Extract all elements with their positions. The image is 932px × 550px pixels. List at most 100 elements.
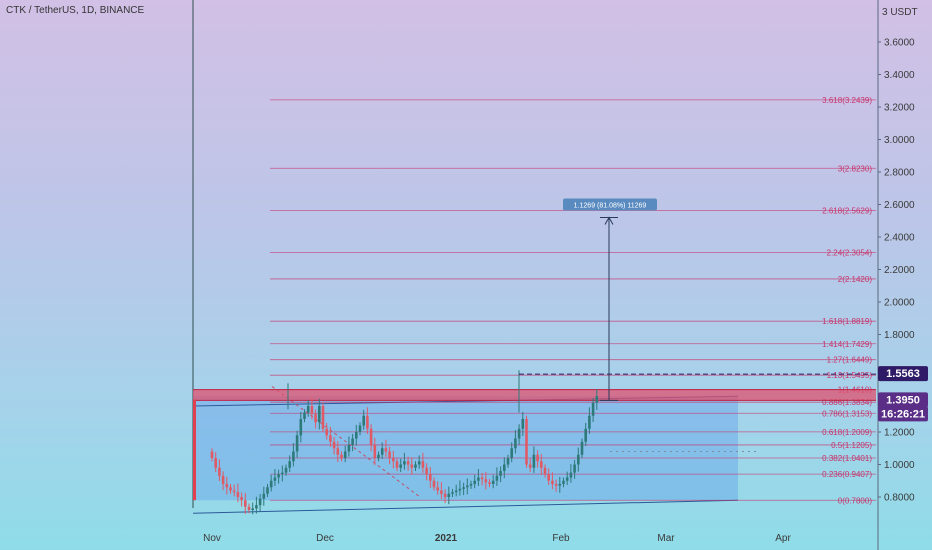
candle-body bbox=[469, 484, 473, 486]
candles-layer bbox=[210, 370, 599, 515]
candle-body bbox=[506, 458, 510, 465]
time-axis-label: Dec bbox=[316, 533, 334, 544]
candle-body bbox=[229, 487, 232, 491]
price-badge bbox=[878, 366, 928, 382]
price-tick-label: 0.8000 bbox=[884, 493, 915, 504]
candle-body bbox=[273, 477, 277, 481]
price-badge bbox=[878, 392, 928, 408]
candle-body bbox=[244, 500, 247, 507]
candle-body bbox=[340, 454, 343, 458]
fib-level-label: 3(2.8230) bbox=[838, 164, 873, 173]
time-axis-label: Nov bbox=[203, 533, 221, 544]
resistance-zone-layer bbox=[193, 389, 876, 501]
candle-body bbox=[591, 402, 595, 416]
candle-body bbox=[362, 415, 365, 426]
fib-level-label: 2.618(2.5629) bbox=[822, 207, 872, 216]
candle-body bbox=[214, 458, 217, 468]
candle-body bbox=[329, 435, 332, 442]
candle-body bbox=[281, 472, 284, 475]
candle-body bbox=[532, 454, 536, 468]
candle-body bbox=[540, 461, 543, 468]
fib-level-label: 0(0.7800) bbox=[838, 496, 873, 505]
candle-body bbox=[484, 479, 488, 483]
candle-body bbox=[395, 461, 399, 468]
candle-body bbox=[288, 461, 291, 468]
candle-body bbox=[351, 438, 354, 445]
fib-level-label: 2.24(2.3054) bbox=[827, 248, 873, 257]
measure-arrowhead bbox=[604, 216, 614, 225]
fib-level-label: 2(2.1420) bbox=[838, 275, 873, 284]
axis-layer: 3 USDT 3.6000 3.4000 3.2000 3.0000 2.8000 2.60… bbox=[203, 7, 917, 544]
candle-body bbox=[440, 490, 443, 494]
candle-body bbox=[358, 425, 362, 432]
candle-body bbox=[503, 464, 506, 471]
candle-body bbox=[318, 406, 321, 423]
candle-body bbox=[325, 428, 328, 436]
candle-body bbox=[306, 406, 310, 413]
candle-body bbox=[410, 464, 414, 468]
candle-body bbox=[403, 461, 406, 465]
candle-body bbox=[477, 477, 480, 481]
candle-body bbox=[451, 492, 454, 494]
candle-body bbox=[577, 454, 580, 465]
candle-body bbox=[554, 484, 558, 486]
candle-body bbox=[380, 448, 384, 455]
candle-body bbox=[562, 480, 565, 484]
candle-body bbox=[491, 480, 495, 484]
candle-body bbox=[303, 412, 306, 419]
candle-body bbox=[262, 493, 266, 499]
range-box-layer bbox=[192, 386, 760, 514]
candle-body bbox=[225, 484, 229, 488]
time-axis-label: Mar bbox=[657, 533, 675, 544]
price-badges-layer: 1.5563 1.3950 16:26:21 bbox=[878, 366, 928, 422]
candle-body bbox=[588, 415, 591, 429]
candle-body bbox=[454, 490, 458, 493]
time-axis-label: Apr bbox=[775, 533, 791, 544]
candle-body bbox=[221, 475, 225, 484]
candle-body bbox=[543, 467, 547, 475]
candle-body bbox=[436, 487, 439, 491]
candle-body bbox=[565, 477, 569, 481]
candle-body bbox=[425, 467, 428, 475]
candle-body bbox=[521, 419, 525, 429]
fib-level-label: 0.786(1.3153) bbox=[822, 409, 872, 418]
measure-layer: 1.1269 (81.08%) 11269 bbox=[519, 198, 876, 401]
candle-body bbox=[447, 493, 451, 497]
fib-level-label: 0.5(1.1205) bbox=[831, 441, 872, 450]
candle-body bbox=[384, 448, 388, 452]
fib-level-label: 1.27(1.6449) bbox=[827, 356, 873, 365]
price-tick-label: 1.2000 bbox=[884, 428, 915, 439]
candle-body bbox=[551, 480, 554, 484]
fib-level-label: 1.414(1.7429) bbox=[822, 340, 872, 349]
candle-body bbox=[295, 435, 299, 452]
candle-body bbox=[547, 474, 550, 481]
candle-body bbox=[366, 415, 369, 429]
candle-body bbox=[473, 480, 476, 484]
candle-body bbox=[284, 467, 288, 473]
candle-body bbox=[399, 464, 402, 468]
candle-body bbox=[240, 497, 243, 501]
candle-body bbox=[355, 432, 358, 439]
fib-level-label: 0.382(1.0401) bbox=[822, 454, 872, 463]
measure-label: 1.1269 (81.08%) 11269 bbox=[574, 203, 647, 210]
candle-body bbox=[392, 458, 395, 462]
candle-body bbox=[377, 454, 380, 458]
fib-level-label: 3.618(3.2439) bbox=[822, 96, 872, 105]
candle-body bbox=[292, 451, 295, 462]
candle-body bbox=[266, 487, 269, 494]
diagonal-dashed-line bbox=[271, 386, 421, 498]
fib-level-label: 0.236(0.9407) bbox=[822, 470, 872, 479]
candle-body bbox=[210, 451, 214, 458]
price-tick-label: 2.8000 bbox=[884, 168, 915, 179]
fib-level-label: 0.618(1.2009) bbox=[822, 428, 872, 437]
candle-body bbox=[443, 493, 447, 497]
fib-level-label: 0.886(1.3834) bbox=[822, 398, 872, 407]
candle-body bbox=[432, 480, 436, 488]
candle-body bbox=[343, 451, 347, 458]
left-red-bar bbox=[193, 399, 196, 501]
time-axis-label: 2021 bbox=[435, 533, 458, 544]
candle-body bbox=[417, 461, 421, 465]
support-trendline bbox=[192, 499, 739, 514]
